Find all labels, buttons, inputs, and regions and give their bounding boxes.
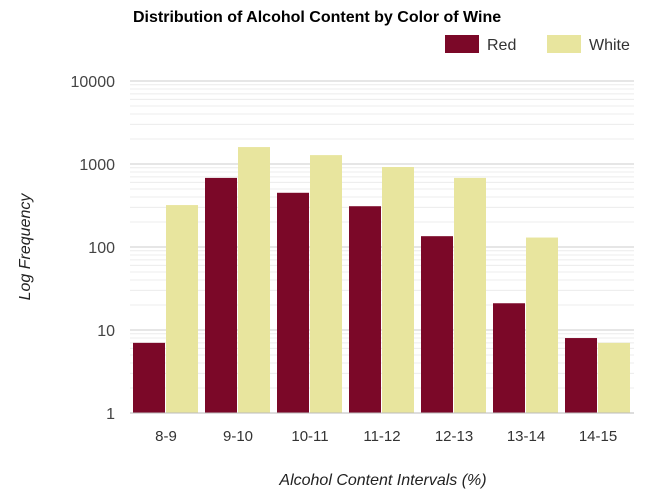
- x-tick-label: 9-10: [223, 428, 253, 445]
- bar-white-8-9: [166, 205, 198, 413]
- legend-swatch-red: [445, 35, 479, 53]
- x-tick-label: 13-14: [507, 428, 545, 445]
- bar-white-9-10: [238, 147, 270, 413]
- bar-red-13-14: [493, 303, 525, 413]
- x-tick-label: 8-9: [155, 428, 177, 445]
- y-tick-label: 10: [97, 323, 115, 340]
- y-axis-ticks: 1 10 100 1000 10000: [71, 74, 116, 423]
- bars: [133, 147, 630, 414]
- x-tick-label: 12-13: [435, 428, 473, 445]
- y-tick-label: 100: [88, 240, 115, 257]
- bar-white-13-14: [526, 237, 558, 413]
- bar-white-10-11: [310, 155, 342, 414]
- x-axis-label: Alcohol Content Intervals (%): [278, 472, 486, 489]
- legend-label-white: White: [589, 37, 630, 54]
- chart-title: Distribution of Alcohol Content by Color…: [133, 9, 501, 26]
- bar-red-11-12: [349, 206, 381, 413]
- x-tick-label: 11-12: [363, 428, 400, 445]
- bar-white-14-15: [598, 342, 630, 413]
- bar-red-12-13: [421, 236, 453, 413]
- bar-red-10-11: [277, 192, 309, 413]
- legend: Red White: [445, 35, 630, 54]
- bar-white-12-13: [454, 177, 486, 413]
- bar-red-9-10: [205, 177, 237, 413]
- bar-white-11-12: [382, 167, 414, 413]
- legend-label-red: Red: [487, 37, 516, 54]
- x-tick-label: 14-15: [579, 428, 617, 445]
- x-tick-label: 10-11: [291, 428, 328, 445]
- y-tick-label: 10000: [71, 74, 116, 91]
- x-axis-ticks: 8-9 9-10 10-11 11-12 12-13 13-14 14-15: [155, 428, 617, 445]
- y-tick-label: 1: [106, 406, 115, 423]
- legend-swatch-white: [547, 35, 581, 53]
- y-axis-label: Log Frequency: [17, 193, 34, 301]
- y-tick-label: 1000: [79, 157, 115, 174]
- bar-red-8-9: [133, 342, 165, 413]
- bar-red-14-15: [565, 338, 597, 413]
